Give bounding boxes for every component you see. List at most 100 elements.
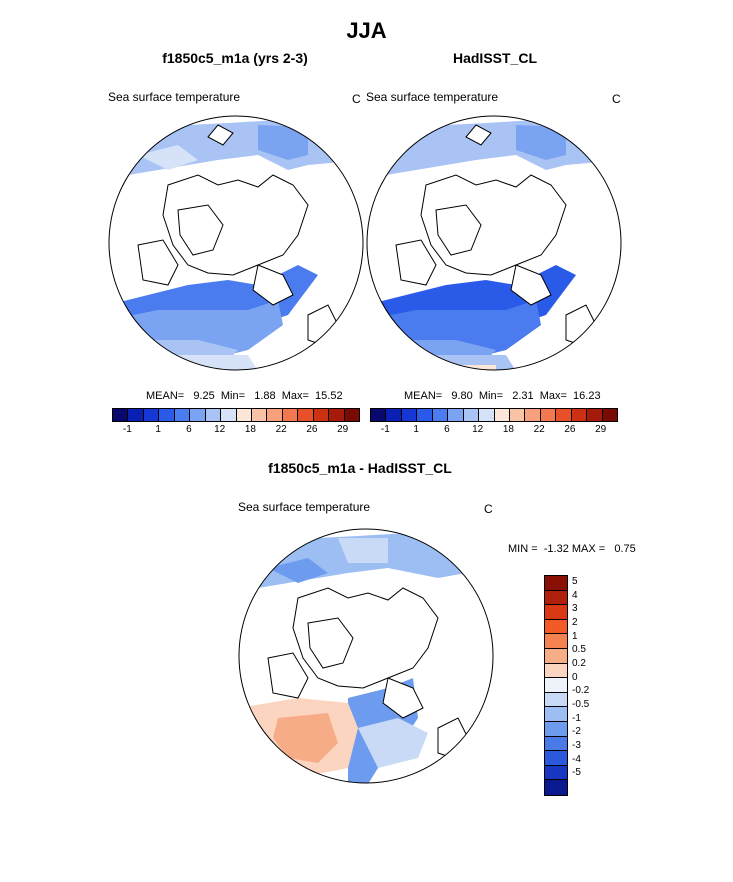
colorbar-swatch [236,409,252,421]
colorbar-swatch [602,409,617,421]
colorbar-label: -5 [572,767,581,779]
colorbar-label: 4 [572,589,578,601]
diff-variable-label: Sea surface temperature [238,500,371,514]
panel1-title: f1850c5_m1a (yrs 2-3) [162,50,308,66]
colorbar-swatch [128,409,144,421]
colorbar-swatch [545,619,567,635]
colorbar-label: 1 [413,424,419,435]
panel1-unit-label: C [352,92,361,106]
colorbar-label: -0.2 [572,685,590,697]
diff-stats: MIN = -1.32 MAX = 0.75 [508,543,636,555]
colorbar-swatch [159,409,175,421]
colorbar-swatch [432,409,449,421]
colorbar-swatch [545,736,567,752]
colorbar-label: 29 [337,424,349,435]
colorbar-swatch [545,634,567,649]
colorbar-swatch [190,409,206,421]
panel2-title: HadISST_CL [452,50,537,66]
panel1-stats: MEAN= 9.25 Min= 1.88 Max= 15.52 [146,390,343,402]
colorbar-label: 12 [214,424,226,435]
colorbar-label: -1 [380,424,390,435]
diff-colorbar [544,575,568,796]
colorbar-label: -2 [572,726,581,738]
panel1-colorbar-labels: -1 1 6 12 18 22 26 29 [112,424,358,438]
colorbar-swatch [417,409,433,421]
colorbar-swatch [267,409,283,421]
colorbar-label: 22 [533,424,545,435]
colorbar-swatch [174,409,191,421]
colorbar-label: 5 [572,575,578,587]
colorbar-label: 0 [572,671,578,683]
panel2-unit-label: C [612,92,621,106]
colorbar-swatch [545,663,567,679]
colorbar-swatch [545,648,567,664]
colorbar-label: -1 [122,424,132,435]
colorbar-swatch [205,409,222,421]
colorbar-swatch [143,409,160,421]
colorbar-swatch [545,765,567,781]
colorbar-label: 6 [186,424,192,435]
colorbar-swatch [313,409,330,421]
colorbar-swatch [545,692,567,708]
colorbar-label: 18 [244,424,256,435]
diff-colorbar-labels: 5 4 3 2 1 0.5 0.2 0 -0.2 -0.5 -1 -2 -3 -4 -5 [572,575,612,780]
panel1-polar-map [108,115,364,371]
colorbar-swatch [540,409,557,421]
colorbar-label: 6 [444,424,450,435]
colorbar-label: 0.2 [572,657,586,669]
colorbar-swatch [463,409,480,421]
panel2-variable-label: Sea surface temperature [366,90,499,104]
colorbar-label: 26 [306,424,318,435]
panel2-colorbar [370,408,618,422]
colorbar-swatch [494,409,510,421]
colorbar-swatch [545,576,567,591]
colorbar-label: -0.5 [572,698,590,710]
colorbar-label: 3 [572,603,578,615]
colorbar-label: -3 [572,739,581,751]
colorbar-swatch [545,590,567,606]
colorbar-swatch [545,721,567,737]
diff-panel-title: f1850c5_m1a - HadISST_CL [268,460,452,476]
colorbar-label: 18 [502,424,514,435]
colorbar-label: 22 [275,424,287,435]
colorbar-label: 29 [595,424,607,435]
colorbar-label: 1 [572,630,578,642]
panel2-colorbar-labels: -1 1 6 12 18 22 26 29 [370,424,616,438]
colorbar-label: 0.5 [572,644,586,656]
panel1-variable-label: Sea surface temperature [108,90,241,104]
panel2-stats: MEAN= 9.80 Min= 2.31 Max= 16.23 [404,390,601,402]
colorbar-label: 1 [155,424,161,435]
colorbar-swatch [545,678,567,693]
colorbar-label: 2 [572,616,578,628]
colorbar-label: -1 [572,712,581,724]
colorbar-swatch [556,409,572,421]
colorbar-label: 26 [564,424,576,435]
panel2-polar-map [366,115,622,371]
colorbar-swatch [298,409,314,421]
colorbar-swatch [479,409,495,421]
colorbar-swatch [282,409,299,421]
colorbar-swatch [509,409,526,421]
colorbar-swatch [545,780,567,795]
colorbar-label: -4 [572,753,581,765]
colorbar-swatch [221,409,237,421]
colorbar-swatch [251,409,268,421]
colorbar-swatch [587,409,603,421]
figure-title: JJA [346,18,387,43]
colorbar-swatch [545,605,567,620]
colorbar-swatch [329,409,345,421]
colorbar-swatch [371,409,387,421]
colorbar-swatch [525,409,541,421]
diff-unit-label: C [484,502,493,516]
diff-polar-map [238,528,494,784]
panel1-colorbar [112,408,360,422]
colorbar-swatch [344,409,359,421]
colorbar-swatch [448,409,464,421]
colorbar-swatch [545,707,567,722]
colorbar-swatch [545,751,567,766]
colorbar-label: 12 [472,424,484,435]
colorbar-swatch [386,409,402,421]
colorbar-swatch [571,409,588,421]
colorbar-swatch [113,409,129,421]
colorbar-swatch [401,409,418,421]
